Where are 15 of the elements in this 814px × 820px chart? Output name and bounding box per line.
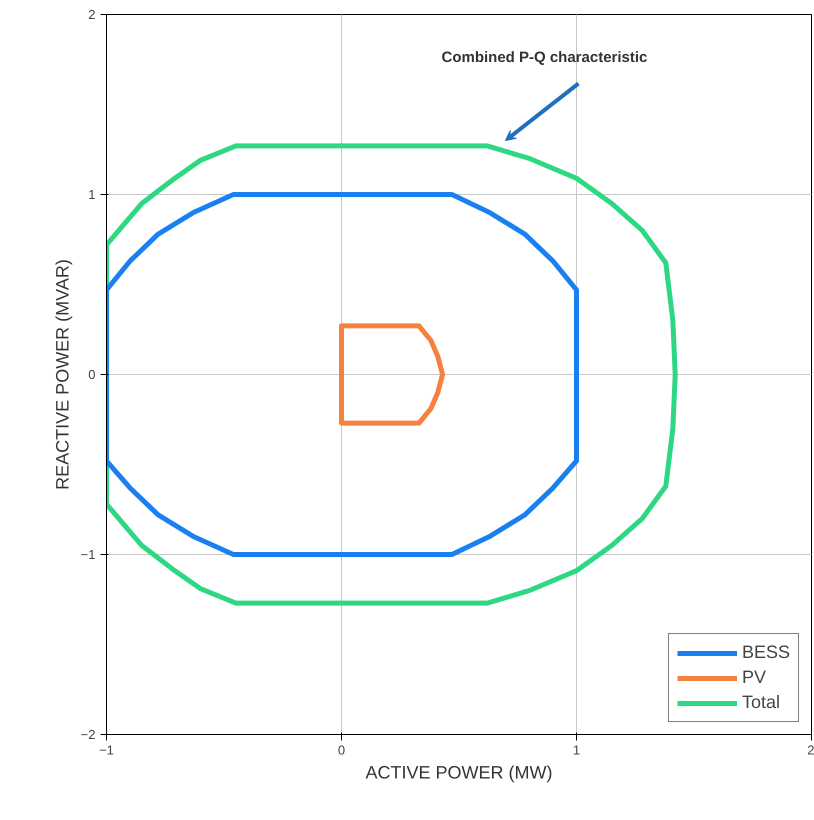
y-tick-label: −2 xyxy=(80,727,96,742)
y-tick-label: 2 xyxy=(88,7,96,22)
legend-label: Total xyxy=(742,692,780,713)
x-tick-label: 1 xyxy=(572,742,580,758)
y-tick-label: 0 xyxy=(88,367,96,382)
x-tick-label: −1 xyxy=(99,742,114,758)
x-tick-label: 2 xyxy=(807,742,814,758)
y-tick-label: −1 xyxy=(80,547,96,562)
x-tick-label: 0 xyxy=(338,742,346,758)
legend-label: BESS xyxy=(742,642,790,663)
annotation: Combined P-Q characteristic xyxy=(442,49,648,66)
y-axis-title: REACTIVE POWER (MVAR) xyxy=(52,259,73,490)
x-axis-title: ACTIVE POWER (MW) xyxy=(366,762,553,782)
y-tick-label: 1 xyxy=(88,187,96,202)
legend-label: PV xyxy=(742,667,766,688)
